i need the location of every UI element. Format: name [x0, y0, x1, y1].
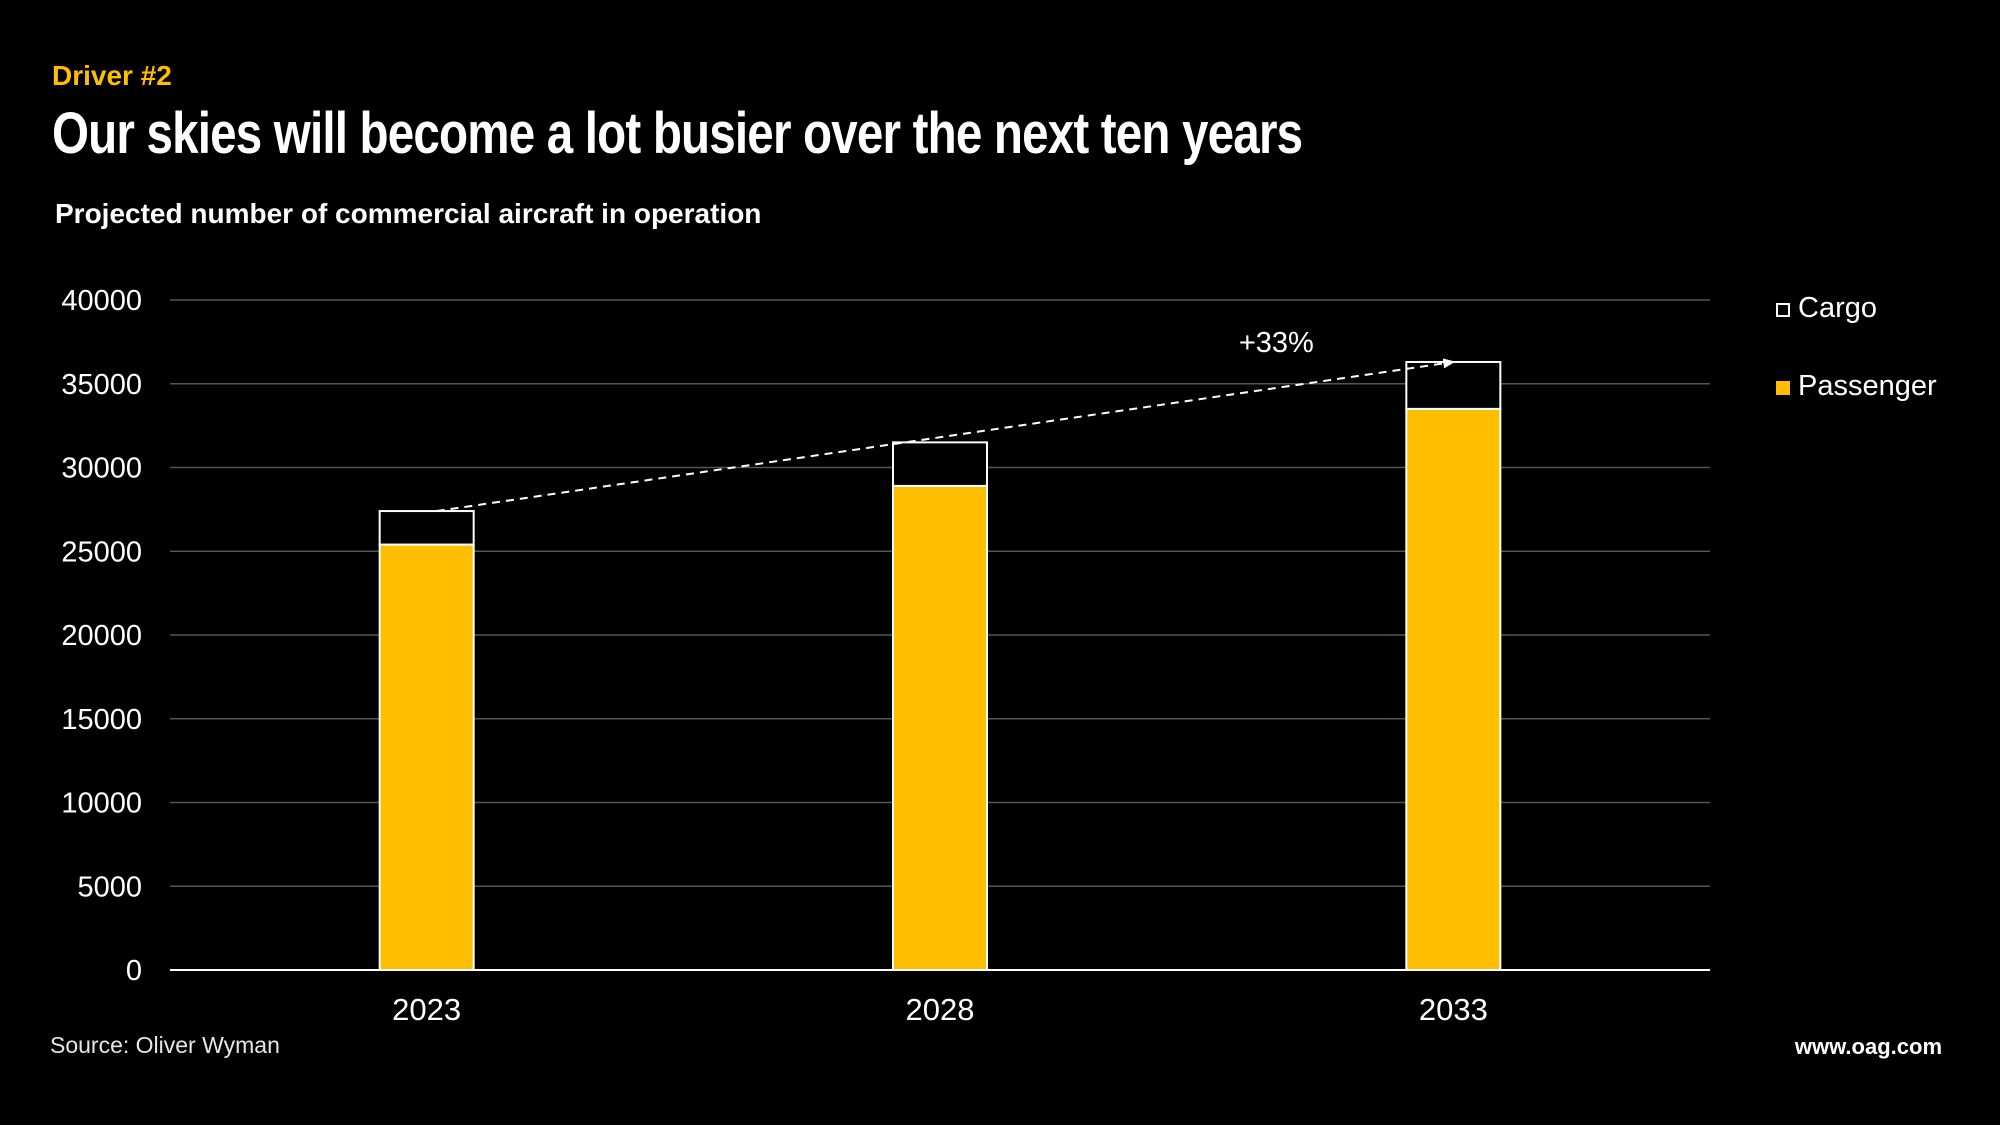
x-axis-ticks: 2023 2028 2033 — [392, 992, 1488, 1027]
y-tick-label: 15000 — [61, 704, 142, 736]
eyebrow-label: Driver #2 — [52, 60, 172, 91]
y-tick-label: 20000 — [61, 620, 142, 652]
y-tick-label: 0 — [126, 955, 142, 987]
y-tick-label: 30000 — [61, 453, 142, 485]
site-url: www.oag.com — [1794, 1034, 1942, 1059]
legend-item-cargo: Cargo — [1776, 288, 1937, 328]
y-tick-label: 40000 — [61, 285, 142, 317]
x-tick-label: 2033 — [1419, 992, 1488, 1027]
bar-passenger-2028 — [892, 484, 988, 971]
x-tick-label: 2028 — [906, 992, 975, 1027]
source-note: Source: Oliver Wyman — [50, 1032, 280, 1058]
chart-legend: Cargo Passenger — [1776, 288, 1937, 444]
legend-swatch-cargo — [1776, 303, 1790, 317]
bar-cargo-2028 — [892, 441, 988, 487]
bars — [378, 360, 1502, 971]
legend-label-cargo: Cargo — [1798, 291, 1877, 324]
growth-annotation: +33% — [436, 327, 1456, 513]
growth-label: +33% — [1239, 327, 1314, 359]
chart-subtitle: Projected number of commercial aircraft … — [55, 198, 762, 229]
bar-cargo-2033 — [1405, 360, 1502, 410]
growth-arrow — [436, 358, 1456, 513]
legend-swatch-passenger — [1776, 381, 1790, 395]
legend-label-passenger: Passenger — [1798, 369, 1937, 402]
y-tick-label: 10000 — [61, 788, 142, 820]
page-title: Our skies will become a lot busier over … — [52, 101, 1303, 166]
bar-passenger-2033 — [1405, 407, 1502, 971]
bar-cargo-2023 — [378, 510, 475, 546]
legend-item-passenger: Passenger — [1776, 366, 1937, 406]
x-tick-label: 2023 — [392, 992, 461, 1027]
y-axis-ticks: 0 5000 10000 15000 20000 25000 30000 35000 40000 — [61, 285, 142, 987]
y-tick-label: 35000 — [61, 369, 142, 401]
y-tick-label: 25000 — [61, 536, 142, 568]
bar-passenger-2023 — [378, 543, 475, 971]
y-tick-label: 5000 — [77, 871, 142, 903]
